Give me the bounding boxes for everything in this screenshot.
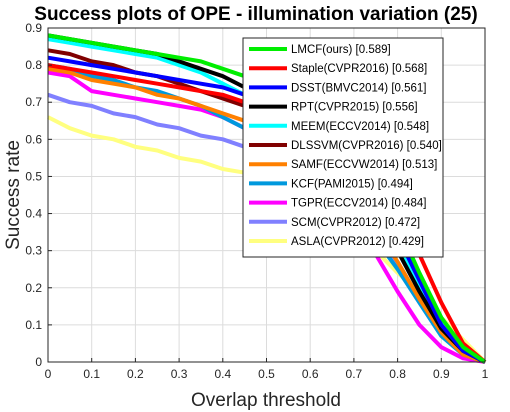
x-tick-label: 0.2 [127,367,144,381]
y-tick-label: 0.2 [25,281,42,295]
legend-label-0: LMCF(ours) [0.589] [291,44,391,56]
x-tick-label: 0 [45,367,52,381]
y-tick-label: 0.8 [25,58,42,72]
x-tick-label: 0.1 [83,367,100,381]
legend-label-7: KCF(PAMI2015) [0.494] [291,178,413,190]
legend-label-4: MEEM(ECCV2014) [0.548] [291,121,429,133]
y-tick-label: 0.9 [25,21,42,35]
x-tick-label: 0.4 [214,367,231,381]
legend-label-3: RPT(CVPR2015) [0.556] [291,102,418,114]
y-axis-label: Success rate [3,140,24,250]
x-tick-label: 0.7 [346,367,363,381]
legend-label-8: TGPR(ECCV2014) [0.484] [291,198,427,210]
x-tick-label: 0.8 [389,367,406,381]
y-tick-label: 0.7 [25,95,42,109]
legend-label-10: ASLA(CVPR2012) [0.429] [291,236,424,248]
y-axis-ticks: 0 0.1 0.2 0.3 0.4 0.5 0.6 0.7 0.8 0.9 [25,21,52,369]
y-tick-label: 0.1 [25,318,42,332]
x-tick-label: 1 [482,367,489,381]
x-axis-ticks: 0 0.1 0.2 0.3 0.4 0.5 0.6 0.7 0.8 0.9 1 [45,358,489,381]
legend-label-5: DLSSVM(CVPR2016) [0.540] [291,140,442,152]
y-tick-label: 0.4 [25,207,42,221]
legend: LMCF(ours) [0.589] Staple(CVPR2016) [0.56… [242,37,444,258]
x-tick-label: 0.5 [258,367,275,381]
y-tick-label: 0.6 [25,132,42,146]
legend-label-2: DSST(BMVC2014) [0.561] [291,82,427,94]
legend-label-1: Staple(CVPR2016) [0.568] [291,63,427,75]
y-tick-label: 0.5 [25,169,42,183]
legend-label-6: SAMF(ECCVW2014) [0.513] [291,159,437,171]
x-tick-label: 0.3 [171,367,188,381]
y-tick-label: 0.3 [25,244,42,258]
x-axis-label: Overlap threshold [191,390,341,411]
x-tick-label: 0.9 [433,367,450,381]
chart-title: Success plots of OPE - illumination vari… [34,4,477,25]
y-tick-label: 0 [35,355,42,369]
legend-label-9: SCM(CVPR2012) [0.472] [291,217,420,229]
x-tick-label: 0.6 [302,367,319,381]
